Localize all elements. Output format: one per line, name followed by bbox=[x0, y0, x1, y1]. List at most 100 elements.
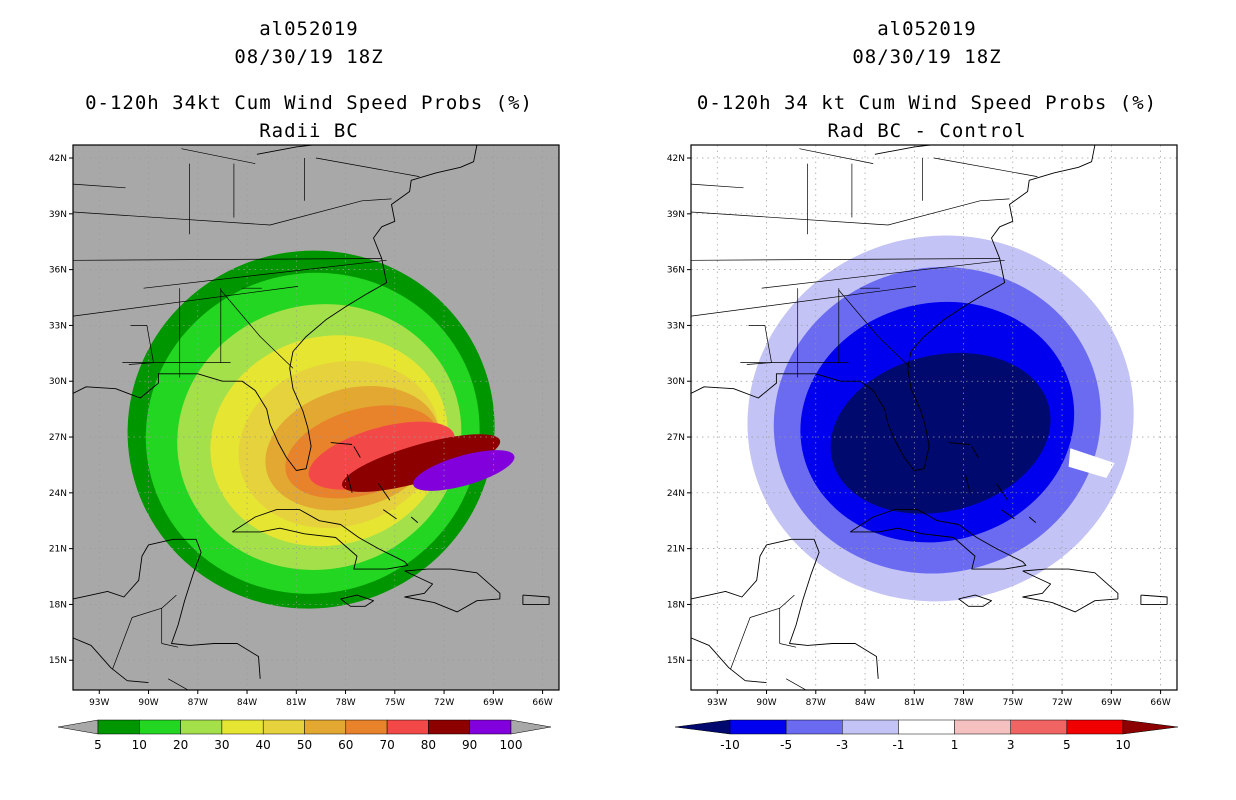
island bbox=[948, 442, 971, 445]
colorbar-segment bbox=[97, 719, 140, 735]
coastline bbox=[232, 509, 409, 570]
lon-label: 81W bbox=[286, 698, 306, 708]
lat-label: 27N bbox=[49, 433, 67, 443]
country-border bbox=[112, 594, 177, 670]
colorbar-segment bbox=[954, 719, 1011, 735]
contour-80pct bbox=[342, 434, 501, 492]
lat-label: 18N bbox=[49, 600, 67, 610]
coastline bbox=[340, 594, 374, 607]
state-border bbox=[691, 258, 1000, 261]
island bbox=[330, 442, 353, 445]
state-border bbox=[933, 157, 1038, 177]
colorbar-label: 90 bbox=[462, 738, 477, 752]
colorbar-segment bbox=[842, 719, 899, 735]
colorbar-label: 5 bbox=[1063, 738, 1071, 752]
lon-label: 90W bbox=[138, 698, 158, 708]
coastline bbox=[404, 568, 501, 613]
panel-subtitle: Rad BC - Control bbox=[827, 120, 1027, 142]
lon-label: 75W bbox=[1003, 698, 1023, 708]
lat-label: 21N bbox=[49, 545, 67, 555]
lon-label: 72W bbox=[1052, 698, 1072, 708]
state-border bbox=[73, 286, 298, 317]
lon-label: 78W bbox=[335, 698, 355, 708]
lat-label: 30N bbox=[667, 377, 685, 387]
lat-label: 24N bbox=[49, 489, 67, 499]
colorbar-segment bbox=[729, 719, 787, 735]
island bbox=[964, 474, 971, 493]
panel-subtitle: Radii BC bbox=[259, 120, 359, 142]
state-border bbox=[181, 148, 256, 164]
coastline bbox=[73, 538, 261, 679]
colorbar-arrow-low bbox=[674, 719, 731, 735]
colorbar-segment bbox=[221, 719, 264, 735]
state-border bbox=[761, 259, 1005, 289]
coastline bbox=[691, 637, 767, 684]
near-zero-notch bbox=[1068, 448, 1115, 478]
lon-label: 87W bbox=[188, 698, 208, 708]
state-border bbox=[746, 325, 772, 365]
colorbar-arrow-high bbox=[510, 719, 552, 735]
lon-label: 66W bbox=[1150, 698, 1170, 708]
lat-label: 24N bbox=[667, 489, 685, 499]
lat-label: 33N bbox=[49, 321, 67, 331]
difference-map: 42N 39N 36N 33N 30N 27N 24N 21N 18N 15N 93W 90W 87W 8… bbox=[667, 144, 1179, 752]
coastline bbox=[958, 594, 992, 607]
colorbar-label: 70 bbox=[379, 738, 394, 752]
lon-label: 66W bbox=[532, 698, 552, 708]
state-border bbox=[691, 183, 744, 189]
country-border bbox=[168, 678, 189, 690]
colorbar-label: 40 bbox=[256, 738, 271, 752]
coastline bbox=[691, 538, 879, 679]
coastline bbox=[73, 637, 149, 684]
lat-label: 42N bbox=[49, 154, 67, 164]
island bbox=[410, 516, 419, 523]
colorbar-segment bbox=[1010, 719, 1068, 735]
lat-label: 15N bbox=[49, 656, 67, 666]
island bbox=[378, 483, 391, 501]
lat-label: 15N bbox=[667, 656, 685, 666]
colorbar-label: 50 bbox=[297, 738, 312, 752]
lon-label: 69W bbox=[1101, 698, 1121, 708]
state-border bbox=[838, 289, 912, 369]
country-border bbox=[786, 678, 807, 690]
state-border bbox=[220, 289, 294, 369]
product-title: 0-120h 34 kt Cum Wind Speed Probs (%) bbox=[696, 92, 1158, 114]
island bbox=[383, 509, 397, 520]
contour-90pct bbox=[413, 450, 515, 491]
state-border bbox=[691, 198, 1010, 226]
plot-frame bbox=[690, 144, 1178, 691]
map-outline bbox=[691, 145, 1168, 690]
country-border bbox=[161, 643, 179, 648]
coastline bbox=[73, 145, 478, 471]
coastline bbox=[850, 509, 1027, 570]
lat-label: 39N bbox=[667, 210, 685, 220]
colorbar-label: -10 bbox=[720, 738, 740, 752]
colorbar-label: 3 bbox=[1007, 738, 1015, 752]
colorbar-label: 80 bbox=[421, 738, 436, 752]
coastline bbox=[1140, 594, 1168, 605]
lon-label: 90W bbox=[756, 698, 776, 708]
colorbar-segment bbox=[1066, 719, 1124, 735]
coastline bbox=[1022, 568, 1119, 613]
state-border bbox=[315, 157, 420, 177]
product-title: 0-120h 34kt Cum Wind Speed Probs (%) bbox=[85, 92, 533, 114]
right-panel: al052019 08/30/19 18Z 0-120h 34 kt Cum W… bbox=[618, 0, 1236, 800]
colorbar-segment bbox=[386, 719, 429, 735]
island bbox=[996, 483, 1009, 501]
lon-label: 69W bbox=[483, 698, 503, 708]
colorbar-segment bbox=[785, 719, 843, 735]
colorbar-label: 1 bbox=[951, 738, 959, 752]
island bbox=[1028, 516, 1037, 523]
contour-layer bbox=[747, 235, 1134, 602]
colorbar-segment bbox=[180, 719, 223, 735]
colorbar-segment bbox=[469, 719, 512, 735]
state-border bbox=[73, 258, 382, 261]
colorbar-arrow-low bbox=[57, 719, 99, 735]
state-border bbox=[73, 198, 392, 226]
colorbar-arrow-high bbox=[1122, 719, 1179, 735]
lat-label: 18N bbox=[667, 600, 685, 610]
contour-layer bbox=[127, 250, 515, 609]
lat-label: 42N bbox=[667, 154, 685, 164]
map-outline bbox=[73, 145, 550, 690]
colorbar-label: -3 bbox=[836, 738, 848, 752]
